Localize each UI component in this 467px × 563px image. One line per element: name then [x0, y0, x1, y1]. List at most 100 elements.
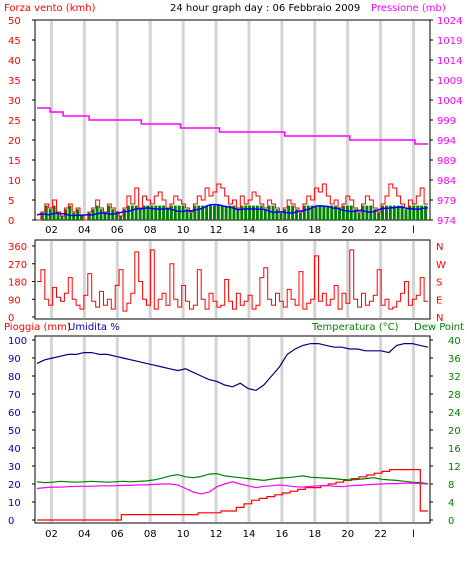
wind-tick-5: 5 [8, 196, 14, 207]
wind-gust-bar-42 [201, 205, 205, 220]
x-tick-label-top-14: 14 [243, 225, 256, 236]
wind-gust-bar-97 [416, 205, 420, 220]
direction-tick-90: 90 [8, 295, 21, 306]
wind-gust-bar-2 [44, 205, 48, 220]
wind-gust-bar-26 [138, 209, 142, 220]
wind-gust-bar-48 [224, 205, 228, 220]
pressure-line [37, 107, 428, 145]
temperature-tick-24: 24 [448, 408, 461, 419]
wind-gust-bar-33 [166, 209, 169, 220]
humidity-tick-40: 40 [8, 444, 21, 455]
compass-label-1: W [436, 260, 446, 271]
wind-gust-bar-90 [388, 205, 392, 220]
x-tick-label-bottom-14: 14 [243, 529, 256, 540]
wind-gust-bar-16 [99, 209, 103, 220]
wind-gust-bar-75 [330, 205, 334, 220]
wind-gust-bar-24 [130, 205, 134, 220]
x-tick-label-top-02: 02 [45, 225, 58, 236]
wind-gust-bar-77 [338, 209, 341, 220]
temperature-tick-12: 12 [448, 462, 461, 473]
dewpoint-axis-title: Dew Point [414, 322, 464, 333]
panel-frame-3 [34, 335, 431, 524]
wind-speed-line [37, 183, 428, 221]
direction-tick-0: 0 [8, 313, 14, 324]
wind-axis-title: Forza vento (kmh) [4, 3, 96, 14]
wind-gust-bar-82 [357, 212, 361, 220]
wind-tick-10: 10 [8, 176, 21, 187]
wind-gust-bar-20 [115, 212, 119, 220]
wind-gust-bar-40 [193, 205, 197, 220]
wind-gust-bar-88 [381, 205, 384, 220]
wind-gust-bar-95 [408, 205, 412, 220]
temperature-axis-title: Temperatura (°C) [311, 322, 399, 333]
wind-gust-bar-39 [189, 212, 193, 220]
wind-gust-bar-23 [126, 205, 130, 220]
wind-gust-bar-76 [334, 205, 338, 220]
pressure-tick-989: 989 [437, 156, 456, 167]
wind-gust-bar-79 [345, 205, 349, 220]
wind-gust-bar-57 [259, 205, 263, 220]
temperature-line [36, 472, 429, 485]
wind-gust-bar-69 [306, 205, 310, 220]
wind-gust-bar-6 [60, 216, 64, 220]
dewpoint-line [36, 481, 429, 495]
wind-gust-bar-80 [349, 205, 353, 220]
wind-gust-bar-17 [103, 212, 107, 220]
x-tick-label-top-10: 10 [177, 225, 190, 236]
wind-tick-45: 45 [8, 36, 21, 47]
wind-gust-bar-37 [181, 205, 185, 220]
pressure-tick-1014: 1014 [437, 56, 462, 67]
wind-tick-30: 30 [8, 96, 21, 107]
wind-gust-bar-21 [119, 216, 123, 220]
x-tick-label-top-16: 16 [276, 225, 289, 236]
wind-gust-bar-71 [314, 205, 318, 220]
wind-gust-bar-30 [154, 205, 158, 220]
compass-label-4: N [436, 313, 443, 324]
pressure-tick-974: 974 [437, 216, 456, 227]
humidity-tick-90: 90 [8, 354, 21, 365]
wind-gust-bar-25 [134, 205, 138, 220]
wind-gust-bar-44 [209, 205, 212, 220]
wind-gust-bar-63 [283, 209, 287, 220]
x-tick-label-bottom-12: 12 [210, 529, 223, 540]
wind-gust-bar-92 [396, 205, 400, 220]
wind-gust-bar-74 [326, 205, 330, 220]
wind-gust-bar-32 [162, 205, 166, 220]
wind-gust-bar-68 [302, 205, 306, 220]
temperature-tick-32: 32 [448, 372, 461, 383]
x-tick-label-top-06: 06 [111, 225, 124, 236]
wind-gust-bar-81 [353, 209, 357, 220]
x-tick-label-top-18: 18 [308, 225, 321, 236]
x-tick-label-top-08: 08 [144, 225, 157, 236]
temperature-tick-16: 16 [448, 444, 461, 455]
wind-gust-bar-46 [216, 205, 220, 220]
chart-title: 24 hour graph day : 06 Febbraio 2009 [170, 3, 360, 14]
compass-label-2: S [436, 278, 442, 289]
pressure-tick-984: 984 [437, 176, 456, 187]
temperature-tick-4: 4 [448, 498, 454, 509]
humidity-line [36, 343, 429, 392]
wind-gust-bar-96 [412, 205, 416, 220]
wind-tick-35: 35 [8, 76, 21, 87]
wind-tick-0: 0 [8, 216, 14, 227]
wind-gust-bar-27 [142, 205, 146, 220]
x-tick-label-bottom-10: 10 [177, 529, 190, 540]
wind-gust-bar-52 [240, 205, 244, 220]
x-tick-label-top-04: 04 [78, 225, 91, 236]
pressure-axis-title: Pressione (mb) [371, 3, 446, 14]
wind-gust-bar-8 [68, 205, 72, 220]
compass-label-0: N [436, 242, 443, 253]
temperature-tick-36: 36 [448, 354, 461, 365]
wind-gust-bar-5 [56, 212, 60, 220]
panel-frames [34, 19, 431, 524]
wind-gust-bar-67 [298, 212, 302, 220]
wind-gust-bar-49 [228, 205, 232, 220]
x-tick-label-bottom-22: 22 [374, 529, 387, 540]
x-tick-label-bottom-08: 08 [144, 529, 157, 540]
compass-label-3: E [436, 295, 442, 306]
rain-axis-title: Pioggia (mm) [4, 322, 71, 333]
wind-tick-20: 20 [8, 136, 21, 147]
pressure-tick-1004: 1004 [437, 96, 462, 107]
